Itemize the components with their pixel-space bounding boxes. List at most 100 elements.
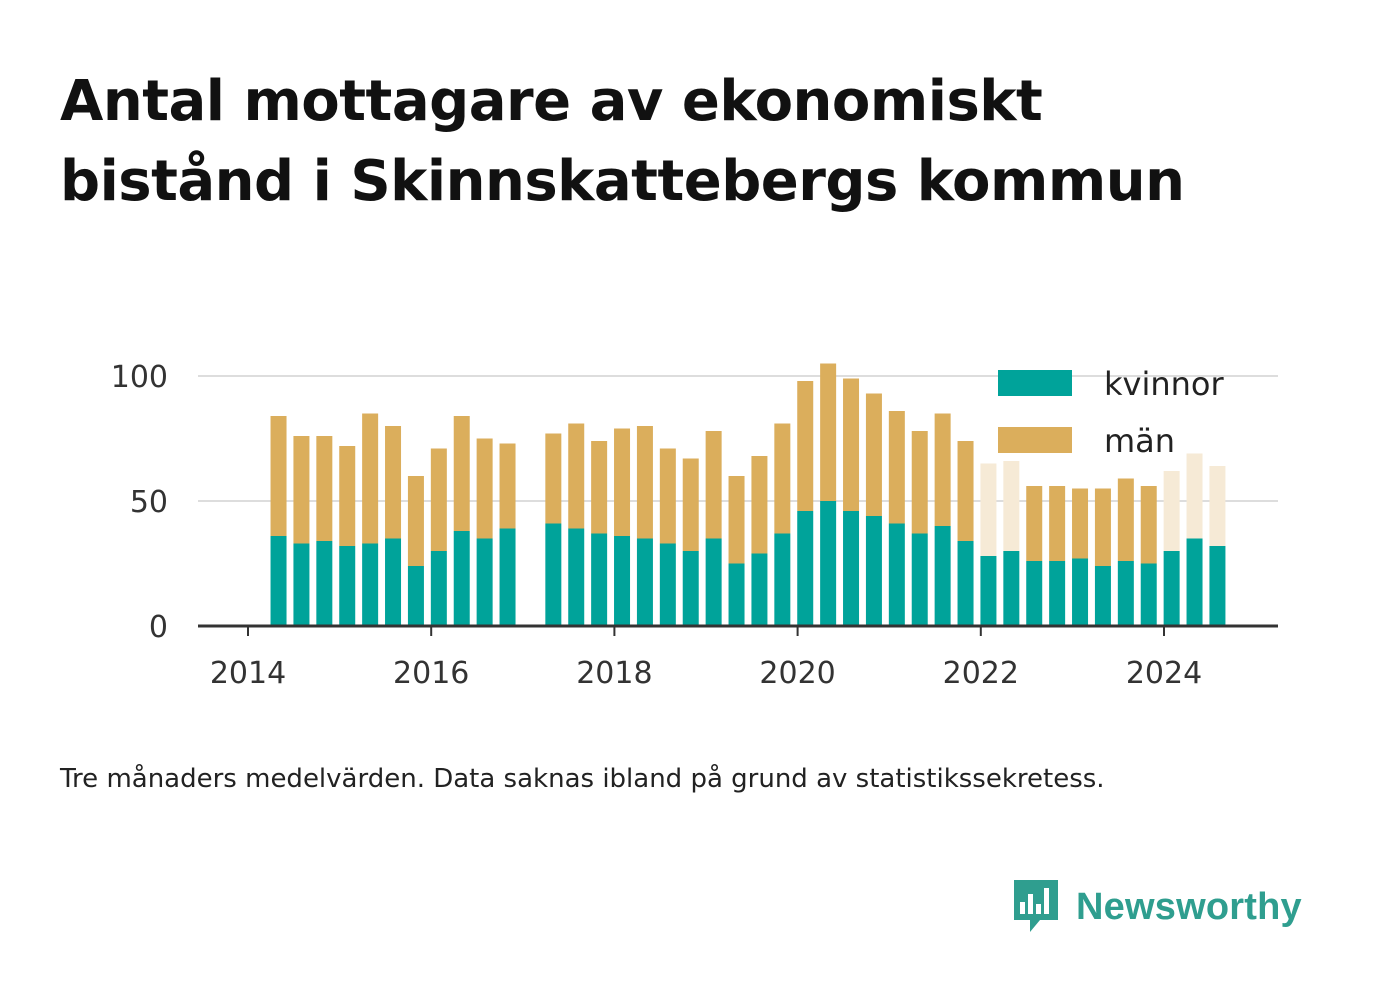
bar-man [591,441,608,534]
bar-kvinnor [865,516,882,626]
bar-man [568,423,585,529]
bar-man [316,436,333,541]
bar-man [774,423,791,534]
bar-man [270,416,287,536]
bar-man [728,476,745,564]
x-tick-label: 2018 [576,656,652,691]
bars [270,363,1226,626]
bar-kvinnor [591,533,608,626]
bar-kvinnor [385,538,402,626]
bar-kvinnor [568,528,585,626]
bar-man [362,413,379,544]
bar-man-estimated [1186,453,1203,539]
bar-kvinnor [270,536,287,626]
bar-man [339,446,356,546]
bar-kvinnor [339,546,356,626]
bar-man [545,433,562,524]
x-tick-label: 2016 [393,656,469,691]
bar-man-estimated [980,463,997,556]
bar-kvinnor [293,543,310,626]
bar-kvinnor [1209,546,1226,626]
bar-man [293,436,310,544]
bar-kvinnor [888,523,905,626]
bar-kvinnor [499,528,516,626]
newsworthy-logo-icon [1014,880,1058,932]
bar-man [1117,478,1134,561]
bar-kvinnor [705,538,722,626]
bar-kvinnor [407,566,424,626]
bar-man [682,458,699,551]
bar-kvinnor [430,551,447,626]
bar-kvinnor [362,543,379,626]
bar-man [751,456,768,554]
bar-man [957,441,974,541]
bar-kvinnor [820,501,837,626]
bar-man-estimated [1003,461,1020,551]
bar-kvinnor [1163,551,1180,626]
axes: 0 50 100 2014 2016 2018 2020 2022 2024 [111,360,1278,691]
bar-man [636,426,653,539]
bar-man [385,426,402,539]
bar-man [659,448,676,544]
bar-man [476,438,493,539]
bar-man [453,416,470,531]
bar-man [705,431,722,539]
bar-kvinnor [843,511,860,626]
bar-kvinnor [934,526,951,626]
x-tick-label: 2022 [943,656,1019,691]
bar-man [614,428,631,536]
bar-kvinnor [1094,566,1111,626]
bar-man [888,411,905,524]
legend-swatch [998,370,1072,396]
legend-swatch [998,427,1072,453]
bar-kvinnor [316,541,333,626]
bar-man [843,378,860,511]
bar-kvinnor [1049,561,1066,626]
bar-kvinnor [636,538,653,626]
bar-man-estimated [1209,466,1226,546]
legend-label: män [1104,422,1175,460]
bar-man [1026,486,1043,561]
bar-man [820,363,837,501]
bar-kvinnor [614,536,631,626]
brand: Newsworthy [1010,876,1302,938]
bar-kvinnor [911,533,928,626]
bar-kvinnor [774,533,791,626]
bar-kvinnor [1186,538,1203,626]
y-tick-label: 100 [111,360,168,395]
bar-man [934,413,951,526]
x-tick-label: 2014 [210,656,286,691]
bar-kvinnor [1072,558,1089,626]
bar-kvinnor [659,543,676,626]
bar-man [797,381,814,511]
bar-kvinnor [751,553,768,626]
y-tick-label: 0 [149,610,168,645]
bar-kvinnor [1117,561,1134,626]
bar-man [499,443,516,529]
bar-man [430,448,447,551]
footnote: Tre månaders medelvärden. Data saknas ib… [60,764,1105,794]
brand-name: Newsworthy [1076,885,1302,928]
bar-kvinnor [728,563,745,626]
bar-man [407,476,424,566]
legend-label: kvinnor [1104,365,1225,403]
legend: kvinnor män [998,365,1225,460]
chart-title: Antal mottagare av ekonomiskt bistånd i … [60,62,1340,222]
bar-kvinnor [545,523,562,626]
bar-kvinnor [1026,561,1043,626]
bar-kvinnor [980,556,997,626]
x-tick-label: 2024 [1126,656,1202,691]
bar-man-estimated [1163,471,1180,551]
bar-man [911,431,928,534]
bar-man [1094,488,1111,566]
y-tick-label: 50 [130,485,168,520]
bar-kvinnor [1140,563,1157,626]
bar-kvinnor [797,511,814,626]
bar-man [1072,488,1089,559]
bar-man [865,393,882,516]
stacked-bar-chart: 0 50 100 2014 2016 2018 2020 2022 2024 kvinnor mä… [111,360,1278,691]
bar-kvinnor [453,531,470,626]
chart-title-line-1: Antal mottagare av ekonomiskt [60,69,1043,134]
bar-kvinnor [1003,551,1020,626]
bar-man [1049,486,1066,561]
